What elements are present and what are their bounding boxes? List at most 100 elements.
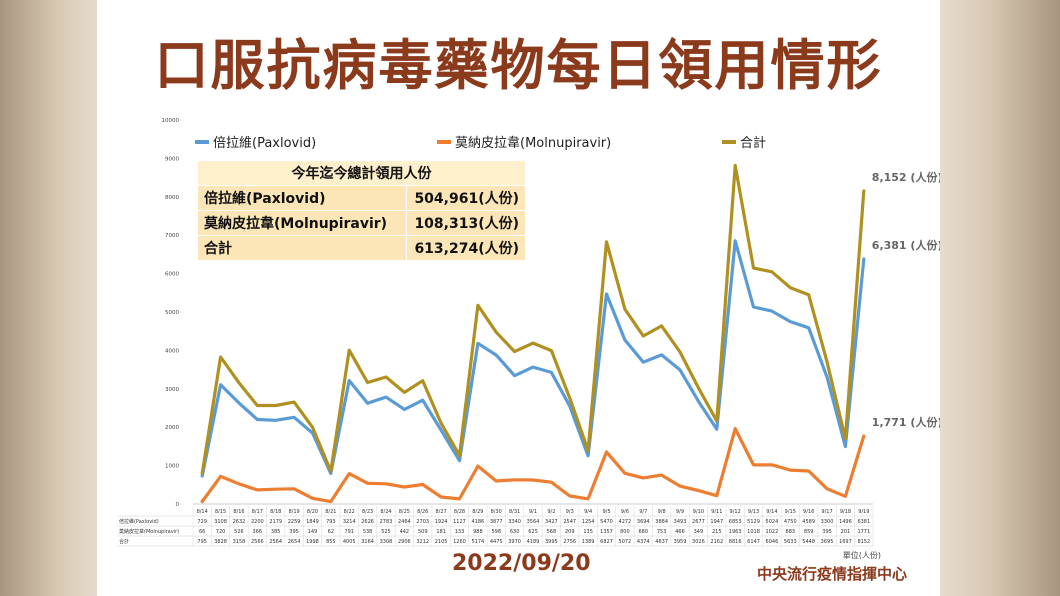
table-cell: 2632 [233,519,246,525]
x-tick-label: 9/12 [730,509,741,515]
x-tick-label: 9/16 [803,509,814,515]
table-cell: 2906 [398,539,411,545]
x-tick-label: 8/31 [509,509,520,515]
table-cell: 598 [491,529,501,535]
legend-label: 倍拉維(Paxlovid) [213,136,316,151]
x-tick-label: 8/19 [288,509,299,515]
x-tick-label: 9/8 [658,509,666,515]
table-cell: 385 [271,529,281,535]
series-line [200,427,866,504]
table-cell: 1697 [839,539,852,545]
table-cell: 4637 [655,539,668,545]
table-cell: 2564 [269,539,282,545]
table-cell: 466 [675,529,685,535]
legend-label: 合計 [740,135,766,151]
x-tick-label: 8/16 [233,509,244,515]
table-cell: 4005 [343,539,356,545]
slide: 口服抗病毒藥物每日領用情形 0 1000 2000 3000 4000 5000 6000 7… [97,0,940,596]
table-cell: 753 [657,529,667,535]
table-cell: 1254 [582,519,595,525]
table-cell: 1849 [306,519,319,525]
y-tick-label: 4000 [165,348,179,354]
x-tick-label: 8/28 [454,509,465,515]
y-tick-label: 10000 [162,118,180,124]
series-line [200,163,866,476]
y-tick-label: 2000 [165,425,179,431]
x-tick-label: 9/6 [621,509,629,515]
table-cell: 800 [620,529,630,535]
table-cell: 5448 [802,539,815,545]
table-cell: 3214 [343,519,356,525]
table-cell: 526 [234,529,244,535]
table-cell: 5470 [600,519,613,525]
table-cell: 1127 [453,519,466,525]
x-tick-label: 8/22 [344,509,355,515]
x-tick-label: 9/4 [584,509,592,515]
x-tick-label: 9/7 [639,509,647,515]
table-cell: 729 [197,519,207,525]
table-cell: 6853 [729,519,742,525]
x-tick-label: 8/24 [380,509,391,515]
table-cell: 4189 [527,539,540,545]
x-tick-label: 9/17 [821,509,832,515]
summary-label: 莫納皮拉韋(Molnupiravir) [197,210,407,236]
table-cell: 630 [510,529,520,535]
summary-header: 今年迄今總計領用人份 [197,160,526,186]
table-cell: 2179 [269,519,282,525]
x-tick-label: 9/19 [858,509,869,515]
table-cell: 5129 [747,519,760,525]
table-cell: 988 [473,529,483,535]
x-tick-label: 9/11 [711,509,722,515]
table-cell: 3884 [655,519,668,525]
x-tick-label: 9/13 [748,509,759,515]
table-cell: 883 [786,529,796,535]
x-tick-label: 9/15 [785,509,796,515]
table-cell: 133 [455,529,465,535]
x-tick-label: 9/3 [566,509,574,515]
table-cell: 3959 [674,539,687,545]
table-cell: 4475 [490,539,503,545]
summary-value: 613,274(人份) [406,235,526,261]
table-cell: 1963 [729,529,742,535]
table-cell: 6046 [766,539,779,545]
data-annotation: 8,152 (人份) [872,170,940,184]
summary-value: 504,961(人份) [406,185,526,211]
org-label: 中央流行疫情指揮中心 [757,565,908,583]
table-cell: 1496 [839,519,852,525]
y-tick-label: 1000 [165,464,179,470]
x-tick-label: 8/27 [435,509,446,515]
table-cell: 1389 [582,539,595,545]
table-cell: 2200 [251,519,264,525]
table-cell: 4589 [802,519,815,525]
table-cell: 1357 [600,529,613,535]
table-row-label: 莫納皮拉韋(Molnupiravir) [119,528,179,535]
table-cell: 5633 [784,539,797,545]
table-cell: 8816 [729,539,742,545]
line-chart: 0 1000 2000 3000 4000 5000 6000 7000 8000 9000 100… [117,118,940,560]
data-annotation: 6,381 (人份) [872,238,940,252]
table-cell: 442 [400,529,410,535]
data-annotation: 1,771 (人份) [872,415,940,429]
summary-label: 倍拉維(Paxlovid) [197,185,407,211]
table-cell: 3564 [527,519,540,525]
x-tick-label: 9/9 [676,509,684,515]
table-cell: 855 [326,539,336,545]
table-cell: 4374 [637,539,650,545]
table-cell: 859 [804,529,814,535]
table-cell: 2105 [435,539,448,545]
x-tick-label: 9/18 [840,509,851,515]
x-tick-label: 8/14 [197,509,208,515]
table-cell: 8152 [857,539,870,545]
table-cell: 2626 [361,519,374,525]
table-cell: 1022 [766,529,779,535]
summary-row: 莫納皮拉韋(Molnupiravir) 108,313(人份) [197,210,526,236]
x-tick-label: 8/20 [307,509,318,515]
table-cell: 680 [638,529,648,535]
y-tick-label: 9000 [165,156,179,162]
x-tick-label: 8/25 [399,509,410,515]
table-cell: 2756 [563,539,576,545]
y-tick-label: 6000 [165,272,179,278]
table-cell: 625 [528,529,538,535]
table-cell: 793 [326,519,336,525]
table-cell: 3308 [380,539,393,545]
